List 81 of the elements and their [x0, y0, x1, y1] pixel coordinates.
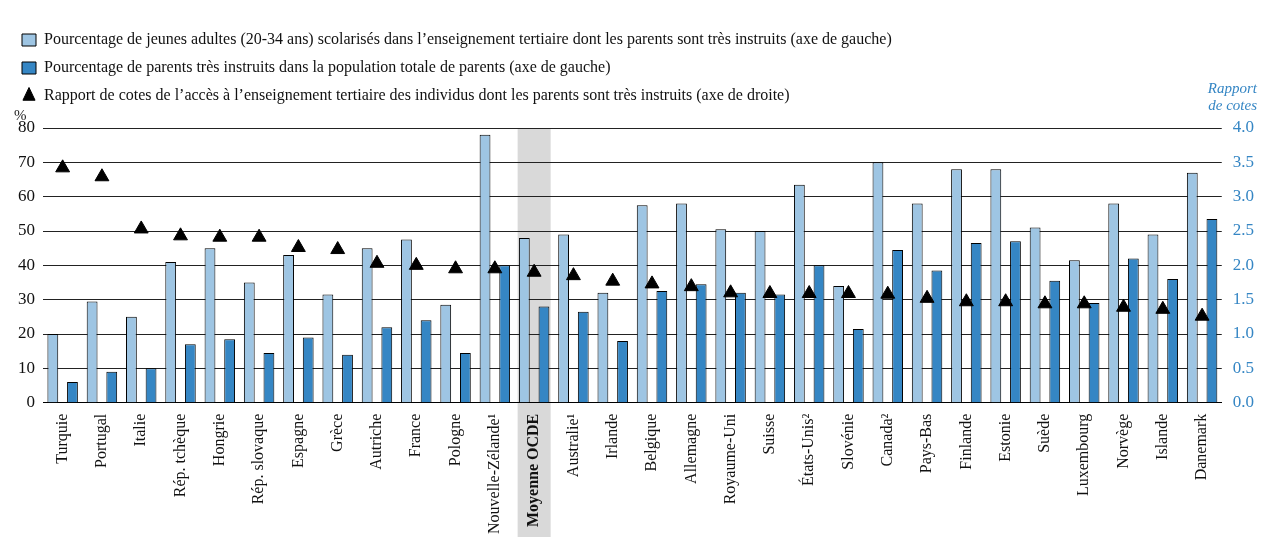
x-tick-label: Turquie — [52, 413, 71, 464]
legend-label: Pourcentage de parents très instruits dans la population totale de parents (axe de gauche) — [44, 58, 611, 77]
y2-tick-label: 3.0 — [1232, 186, 1254, 206]
y2-tick-label: 3.5 — [1232, 151, 1254, 171]
y2-tick-label: 0.5 — [1232, 357, 1254, 377]
legend-label: Pourcentage de jeunes adultes (20-34 ans) scolarisés dans l’enseignement tertiaire dont les parents sont très instruits (axe de gauche) — [44, 30, 892, 49]
point — [1076, 295, 1092, 309]
point — [998, 293, 1014, 307]
point — [644, 275, 660, 289]
x-tick-label: Espagne — [288, 413, 307, 468]
point — [1116, 298, 1131, 312]
x-tick-label: Islande — [1153, 413, 1171, 460]
point — [487, 260, 503, 274]
x-tick-label: Royaume-Uni — [720, 413, 739, 505]
x-tick-label: Italie — [131, 413, 149, 447]
x-tick-label: Rép. slovaque — [249, 413, 268, 505]
point — [958, 293, 974, 307]
point — [919, 289, 935, 303]
x-tick-label: Pologne — [445, 413, 464, 467]
y2-axis-title: Rapport de cotes — [1206, 79, 1258, 113]
y2-tick-label: 2.0 — [1232, 254, 1254, 274]
point — [448, 260, 463, 274]
x-tick-label: Moyenne OCDE — [524, 413, 543, 528]
y-tick-label: 50 — [18, 220, 35, 240]
point — [723, 284, 739, 298]
x-tick-label: Portugal — [92, 413, 111, 468]
x-tick-label: Australie¹ — [563, 413, 581, 478]
y-tick-label: 60 — [18, 186, 35, 206]
point — [251, 228, 267, 242]
x-tick-label: Norvège — [1113, 413, 1132, 469]
point — [408, 256, 424, 270]
y-tick-label: 0 — [26, 392, 35, 412]
x-tick-label: Suède — [1035, 413, 1053, 453]
point — [212, 228, 228, 242]
x-tick-label: Belgique — [642, 413, 661, 472]
point — [526, 263, 542, 277]
x-tick-label: Slovénie — [838, 413, 856, 470]
point — [605, 272, 621, 286]
point — [55, 159, 71, 173]
x-tick-label: Autriche — [367, 413, 385, 470]
point — [330, 241, 346, 255]
point — [683, 278, 699, 292]
point — [566, 267, 581, 281]
x-tick-label: Estonie — [995, 413, 1013, 462]
point — [762, 285, 778, 299]
x-tick-label: États-Unis² — [798, 413, 817, 487]
point — [94, 168, 110, 182]
x-tick-label: Nouvelle-Zélande¹ — [485, 413, 503, 534]
point — [369, 254, 385, 268]
y-tick-label: 30 — [18, 289, 35, 309]
point — [880, 285, 896, 299]
x-tick-label: Danemark — [1192, 413, 1210, 481]
point — [1194, 307, 1210, 321]
x-tick-label: Luxembourg — [1074, 413, 1093, 497]
y2-tick-label: 2.5 — [1232, 220, 1254, 240]
x-tick-label: Finlande — [956, 413, 974, 470]
x-tick-label: France — [406, 413, 424, 458]
y2-tick-label: 1.5 — [1232, 289, 1254, 309]
point — [1037, 295, 1053, 309]
y2-tick-label: 0.0 — [1232, 392, 1254, 412]
y-tick-label: 10 — [18, 357, 35, 377]
legend-label: Rapport de cotes de l’accès à l’enseignement tertiaire des individus dont les parents sont très instruits (axe de droite) — [44, 86, 790, 105]
point — [1155, 300, 1171, 314]
point — [290, 239, 306, 252]
x-tick-label: Allemagne — [681, 413, 700, 484]
x-tick-label: Rép. tchèque — [170, 413, 189, 498]
y-tick-label: 70 — [18, 151, 35, 171]
y-tick-label: 20 — [18, 323, 35, 343]
x-tick-label: Suisse — [760, 413, 778, 455]
point — [801, 285, 817, 299]
y-tick-label: 40 — [18, 254, 35, 274]
x-tick-label: Grèce — [327, 413, 345, 452]
point — [841, 285, 856, 299]
x-tick-label: Hongrie — [210, 413, 229, 467]
y2-tick-label: 4.0 — [1232, 117, 1254, 137]
point — [173, 227, 188, 241]
x-tick-label: Canada² — [877, 413, 895, 467]
y2-tick-label: 1.0 — [1232, 323, 1254, 343]
point — [133, 220, 149, 234]
x-tick-label: Irlande — [602, 413, 620, 460]
x-tick-label: Pays-Bas — [917, 413, 936, 474]
